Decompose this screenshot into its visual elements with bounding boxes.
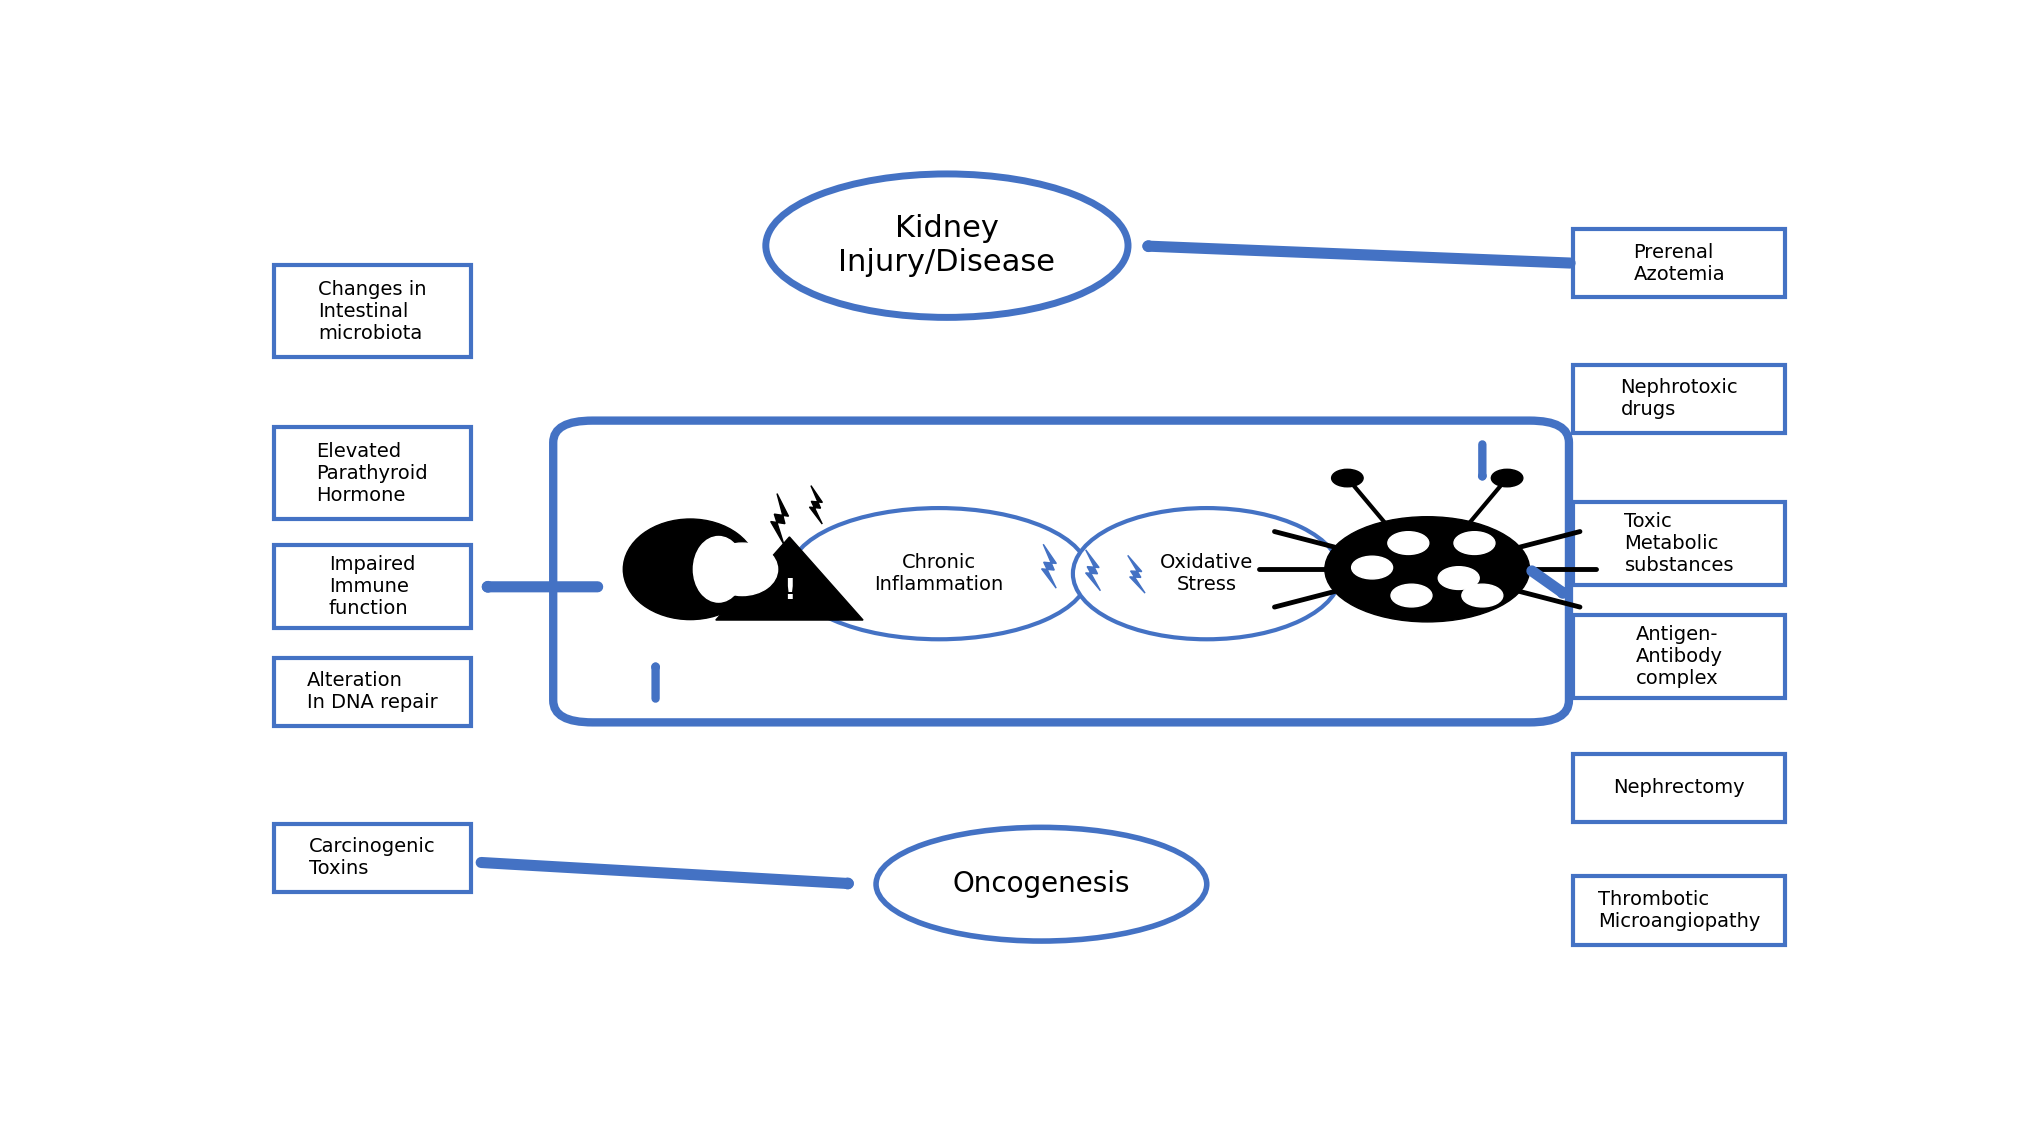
Polygon shape bbox=[1042, 544, 1057, 588]
Text: Carcinogenic
Toxins: Carcinogenic Toxins bbox=[309, 837, 435, 878]
Circle shape bbox=[1331, 469, 1363, 487]
Text: Alteration
In DNA repair: Alteration In DNA repair bbox=[307, 671, 437, 712]
FancyBboxPatch shape bbox=[1573, 501, 1786, 585]
FancyBboxPatch shape bbox=[274, 824, 471, 892]
Polygon shape bbox=[770, 493, 788, 544]
Ellipse shape bbox=[788, 508, 1089, 640]
FancyBboxPatch shape bbox=[1573, 754, 1786, 822]
FancyBboxPatch shape bbox=[1573, 616, 1786, 699]
Polygon shape bbox=[809, 485, 823, 524]
Circle shape bbox=[1455, 532, 1496, 554]
Circle shape bbox=[1491, 469, 1522, 487]
Text: Nephrotoxic
drugs: Nephrotoxic drugs bbox=[1620, 378, 1737, 419]
Circle shape bbox=[1392, 584, 1433, 607]
Text: Prerenal
Azotemia: Prerenal Azotemia bbox=[1634, 243, 1725, 284]
FancyBboxPatch shape bbox=[1573, 876, 1786, 944]
Text: Toxic
Metabolic
substances: Toxic Metabolic substances bbox=[1624, 511, 1733, 575]
Polygon shape bbox=[1128, 556, 1146, 593]
FancyBboxPatch shape bbox=[274, 658, 471, 726]
Text: Thrombotic
Microangiopathy: Thrombotic Microangiopathy bbox=[1597, 889, 1760, 930]
Text: Antigen-
Antibody
complex: Antigen- Antibody complex bbox=[1636, 625, 1723, 688]
Ellipse shape bbox=[707, 543, 778, 595]
Ellipse shape bbox=[693, 536, 744, 602]
Text: Impaired
Immune
function: Impaired Immune function bbox=[329, 556, 415, 618]
FancyBboxPatch shape bbox=[1573, 365, 1786, 433]
Circle shape bbox=[1351, 557, 1392, 579]
Text: Oncogenesis: Oncogenesis bbox=[953, 870, 1130, 899]
Text: Oxidative
Stress: Oxidative Stress bbox=[1160, 553, 1254, 594]
Ellipse shape bbox=[624, 519, 758, 619]
Text: Changes in
Intestinal
microbiota: Changes in Intestinal microbiota bbox=[317, 279, 427, 343]
Circle shape bbox=[1439, 567, 1479, 590]
FancyBboxPatch shape bbox=[274, 266, 471, 357]
Circle shape bbox=[1461, 584, 1504, 607]
Ellipse shape bbox=[876, 827, 1207, 941]
Ellipse shape bbox=[1325, 517, 1530, 621]
Text: Elevated
Parathyroid
Hormone: Elevated Parathyroid Hormone bbox=[317, 442, 429, 504]
Text: Kidney
Injury/Disease: Kidney Injury/Disease bbox=[839, 215, 1055, 277]
Circle shape bbox=[1388, 532, 1428, 554]
Ellipse shape bbox=[766, 174, 1128, 317]
Ellipse shape bbox=[1073, 508, 1341, 640]
FancyBboxPatch shape bbox=[274, 427, 471, 519]
Text: Nephrectomy: Nephrectomy bbox=[1613, 778, 1745, 797]
FancyBboxPatch shape bbox=[274, 545, 471, 628]
FancyBboxPatch shape bbox=[1573, 229, 1786, 298]
Polygon shape bbox=[1085, 550, 1101, 591]
Text: Chronic
Inflammation: Chronic Inflammation bbox=[874, 553, 1004, 594]
Polygon shape bbox=[715, 537, 864, 620]
Text: !: ! bbox=[782, 577, 797, 605]
